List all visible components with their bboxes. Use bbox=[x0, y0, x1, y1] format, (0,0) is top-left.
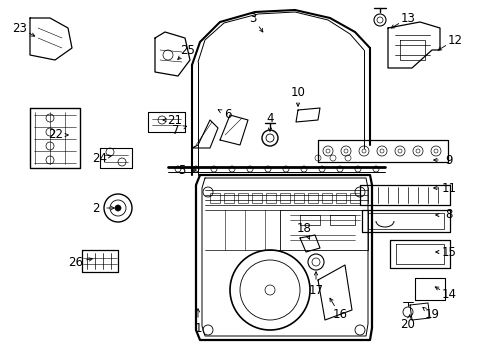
Text: 12: 12 bbox=[447, 33, 462, 46]
Text: 19: 19 bbox=[424, 309, 439, 321]
Text: 13: 13 bbox=[400, 12, 415, 24]
Text: 17: 17 bbox=[308, 284, 323, 297]
Text: 8: 8 bbox=[445, 208, 452, 221]
Bar bbox=[251, 193, 262, 203]
Text: 18: 18 bbox=[296, 221, 311, 234]
Bar bbox=[280, 193, 289, 203]
Text: 23: 23 bbox=[13, 22, 27, 35]
Text: 15: 15 bbox=[441, 246, 455, 258]
Bar bbox=[209, 193, 220, 203]
Text: 5: 5 bbox=[178, 163, 185, 176]
Text: 2: 2 bbox=[92, 202, 100, 215]
Bar bbox=[349, 193, 359, 203]
Text: 7: 7 bbox=[172, 123, 180, 136]
Text: 1: 1 bbox=[194, 321, 202, 334]
Text: 24: 24 bbox=[92, 152, 107, 165]
Text: 9: 9 bbox=[445, 153, 452, 166]
Text: 4: 4 bbox=[265, 112, 273, 125]
Bar bbox=[224, 193, 234, 203]
Text: 14: 14 bbox=[441, 288, 456, 302]
Bar bbox=[265, 193, 275, 203]
Bar bbox=[293, 193, 304, 203]
Text: 10: 10 bbox=[290, 85, 305, 99]
Text: 16: 16 bbox=[332, 309, 347, 321]
Text: 3: 3 bbox=[249, 12, 256, 24]
Bar bbox=[238, 193, 247, 203]
Text: 26: 26 bbox=[68, 256, 83, 269]
Circle shape bbox=[115, 205, 121, 211]
Bar bbox=[335, 193, 346, 203]
Text: 22: 22 bbox=[48, 129, 63, 141]
Text: 20: 20 bbox=[400, 319, 415, 332]
Text: 11: 11 bbox=[441, 181, 456, 194]
Text: 21: 21 bbox=[167, 113, 182, 126]
Bar bbox=[307, 193, 317, 203]
Text: 25: 25 bbox=[180, 44, 195, 57]
Bar bbox=[321, 193, 331, 203]
Text: 6: 6 bbox=[224, 108, 231, 122]
